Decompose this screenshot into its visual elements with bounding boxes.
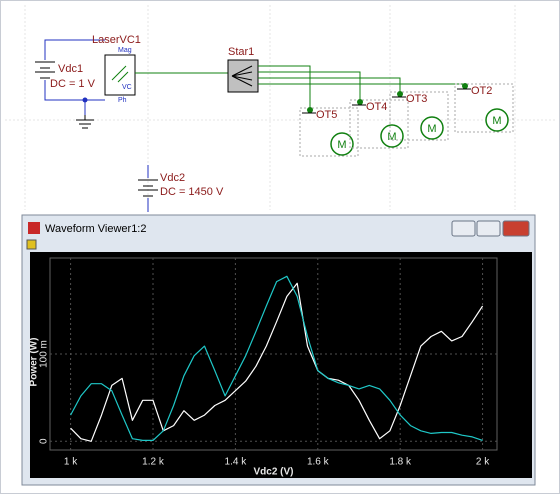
battery [138,179,158,197]
node [357,99,363,105]
meter [420,116,444,140]
plot-background [30,252,532,478]
x-tick-label: 1.4 k [225,457,248,468]
source-value: DC = 1 V [50,78,96,90]
minimize-button[interactable] [451,220,476,237]
x-tick-label: 1.8 k [389,457,412,468]
series-line [70,275,483,441]
x-axis-label: Vdc2 (V) [253,467,293,478]
port-label: Ph [118,97,127,104]
meter-symbol: M [427,123,436,135]
output-box [454,83,514,133]
series-line [70,282,484,442]
close-button[interactable] [502,220,530,237]
y-axis-label: Power (W) [29,338,40,387]
node [462,83,468,89]
port-label: Mag [118,47,132,54]
source-name: Vdc1 [58,63,83,75]
meter-symbol: M [337,139,346,151]
laser-icon [111,65,129,83]
output-box [389,91,449,141]
wire [258,77,401,94]
y-tick-label: 100 m [39,340,50,368]
laser-box [104,54,136,96]
ground [76,115,94,129]
meter-symbol: M [387,131,396,143]
node [82,97,88,103]
battery [35,61,55,79]
output-box [299,107,359,157]
node [307,107,313,113]
output-box [349,99,409,149]
output-name: OT2 [471,85,492,97]
component-name: LaserVC1 [92,34,141,46]
y-tick-label: 0 [39,438,50,444]
star-icon [231,65,253,87]
x-tick-label: 1.6 k [307,457,330,468]
node [397,91,403,97]
source-name: Vdc2 [160,172,185,184]
component-name: Star1 [228,46,254,58]
meter [330,132,354,156]
toolbar-icon[interactable] [26,239,37,250]
meter [485,108,509,132]
output-name: OT3 [406,93,427,105]
window-icon [28,222,40,234]
wire [258,65,311,110]
window-title: Waveform Viewer1:2 [45,223,146,235]
meter [380,124,404,148]
output-name: OT5 [316,109,337,121]
port-label: VC [122,84,132,91]
meter-symbol: M [492,115,501,127]
x-tick-label: 1.2 k [142,457,165,468]
wire [258,71,361,102]
output-name: OT4 [366,101,387,113]
x-tick-label: 2 k [476,457,490,468]
source-value: DC = 1450 V [160,186,224,198]
x-tick-label: 1 k [64,457,78,468]
maximize-button[interactable] [476,220,501,237]
